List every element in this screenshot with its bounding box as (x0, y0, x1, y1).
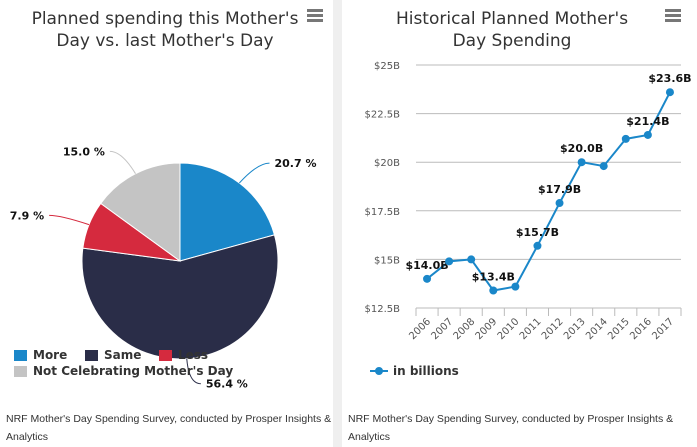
y-tick-label: $22.5B (365, 110, 401, 121)
legend-swatch (14, 349, 27, 361)
y-tick-label: $17.5B (365, 207, 401, 218)
pie-chart: 20.7 % 56.4 % 7.9 % 15.0 % (10, 145, 317, 391)
pie-data-label: 7.9 % (10, 209, 44, 222)
x-tick-label: 2012 (540, 316, 566, 342)
legend-label: Not Celebrating Mother's Day (33, 364, 234, 378)
legend-swatch (159, 349, 172, 361)
legend-label: Less (178, 348, 209, 362)
x-tick-label: 2014 (584, 316, 610, 342)
pie-connector (49, 214, 90, 226)
x-tick-label: 2016 (628, 316, 654, 342)
line-source-credit: NRF Mother's Day Spending Survey, conduc… (348, 413, 674, 443)
x-tick-label: 2013 (562, 316, 588, 342)
legend-label: Same (104, 348, 142, 362)
pie-data-label: 20.7 % (274, 157, 316, 170)
data-point (665, 88, 674, 97)
x-tick-label: 2007 (429, 316, 455, 342)
line-chart: $12.5B$15B$17.5B$20B$22.5B$25B2006200720… (365, 61, 692, 342)
chart-menu-icon[interactable] (307, 9, 323, 23)
pie-slice-same (81, 234, 279, 360)
x-tick-label: 2006 (407, 316, 433, 342)
legend-label: in billions (393, 364, 459, 378)
legend-line-marker-icon (370, 367, 388, 375)
pie-connector (109, 150, 136, 174)
pie-connector (238, 162, 270, 184)
line-chart-panel: Historical Planned Mother's Day Spending… (342, 0, 697, 447)
pie-chart-panel: Planned spending this Mother's Day vs. l… (0, 0, 333, 447)
data-point (621, 134, 630, 143)
x-tick-label: 2010 (496, 316, 522, 342)
line-chart-title: Historical Planned Mother's Day Spending (395, 9, 629, 51)
data-point (555, 199, 564, 208)
data-label: $17.9B (538, 183, 581, 196)
data-point (599, 162, 608, 171)
data-label: $23.6B (648, 72, 691, 85)
data-label: $15.7B (516, 226, 559, 239)
x-tick-label: 2017 (650, 316, 676, 342)
legend-swatch (85, 349, 98, 361)
data-label: $20.0B (560, 142, 603, 155)
x-tick-label: 2015 (606, 316, 632, 342)
data-label: $14.0B (405, 259, 448, 272)
pie-data-label: 56.4 % (206, 378, 248, 391)
x-tick-label: 2008 (452, 316, 478, 342)
y-tick-label: $15B (374, 255, 400, 266)
x-tick-label: 2011 (518, 316, 544, 342)
legend-item-in-billions[interactable]: in billions (370, 364, 459, 378)
legend-item-more[interactable]: More (14, 348, 67, 362)
data-point (643, 130, 652, 139)
legend-item-less[interactable]: Less (159, 348, 208, 362)
data-point (445, 257, 454, 266)
data-point (489, 286, 498, 295)
data-label: $13.4B (472, 271, 515, 284)
x-tick-label: 2009 (474, 316, 500, 342)
pie-data-label: 15.0 % (63, 145, 105, 158)
legend-item-same[interactable]: Same (85, 348, 141, 362)
legend-swatch (14, 365, 27, 377)
legend-label: More (33, 348, 68, 362)
data-point (511, 282, 520, 291)
y-tick-label: $12.5B (365, 304, 401, 315)
y-tick-label: $20B (374, 158, 400, 169)
y-tick-label: $25B (374, 61, 400, 72)
pie-slice-more (179, 162, 276, 262)
data-point (423, 274, 432, 283)
data-label: $21.4B (626, 115, 669, 128)
data-point (467, 255, 476, 264)
pie-source-credit: NRF Mother's Day Spending Survey, conduc… (6, 413, 332, 443)
data-point (533, 241, 542, 250)
data-point (577, 158, 586, 167)
chart-menu-icon[interactable] (665, 9, 681, 23)
pie-chart-title: Planned spending this Mother's Day vs. l… (31, 9, 299, 51)
legend-item-not-celebrating[interactable]: Not Celebrating Mother's Day (14, 364, 233, 378)
pie-connector (186, 358, 201, 385)
